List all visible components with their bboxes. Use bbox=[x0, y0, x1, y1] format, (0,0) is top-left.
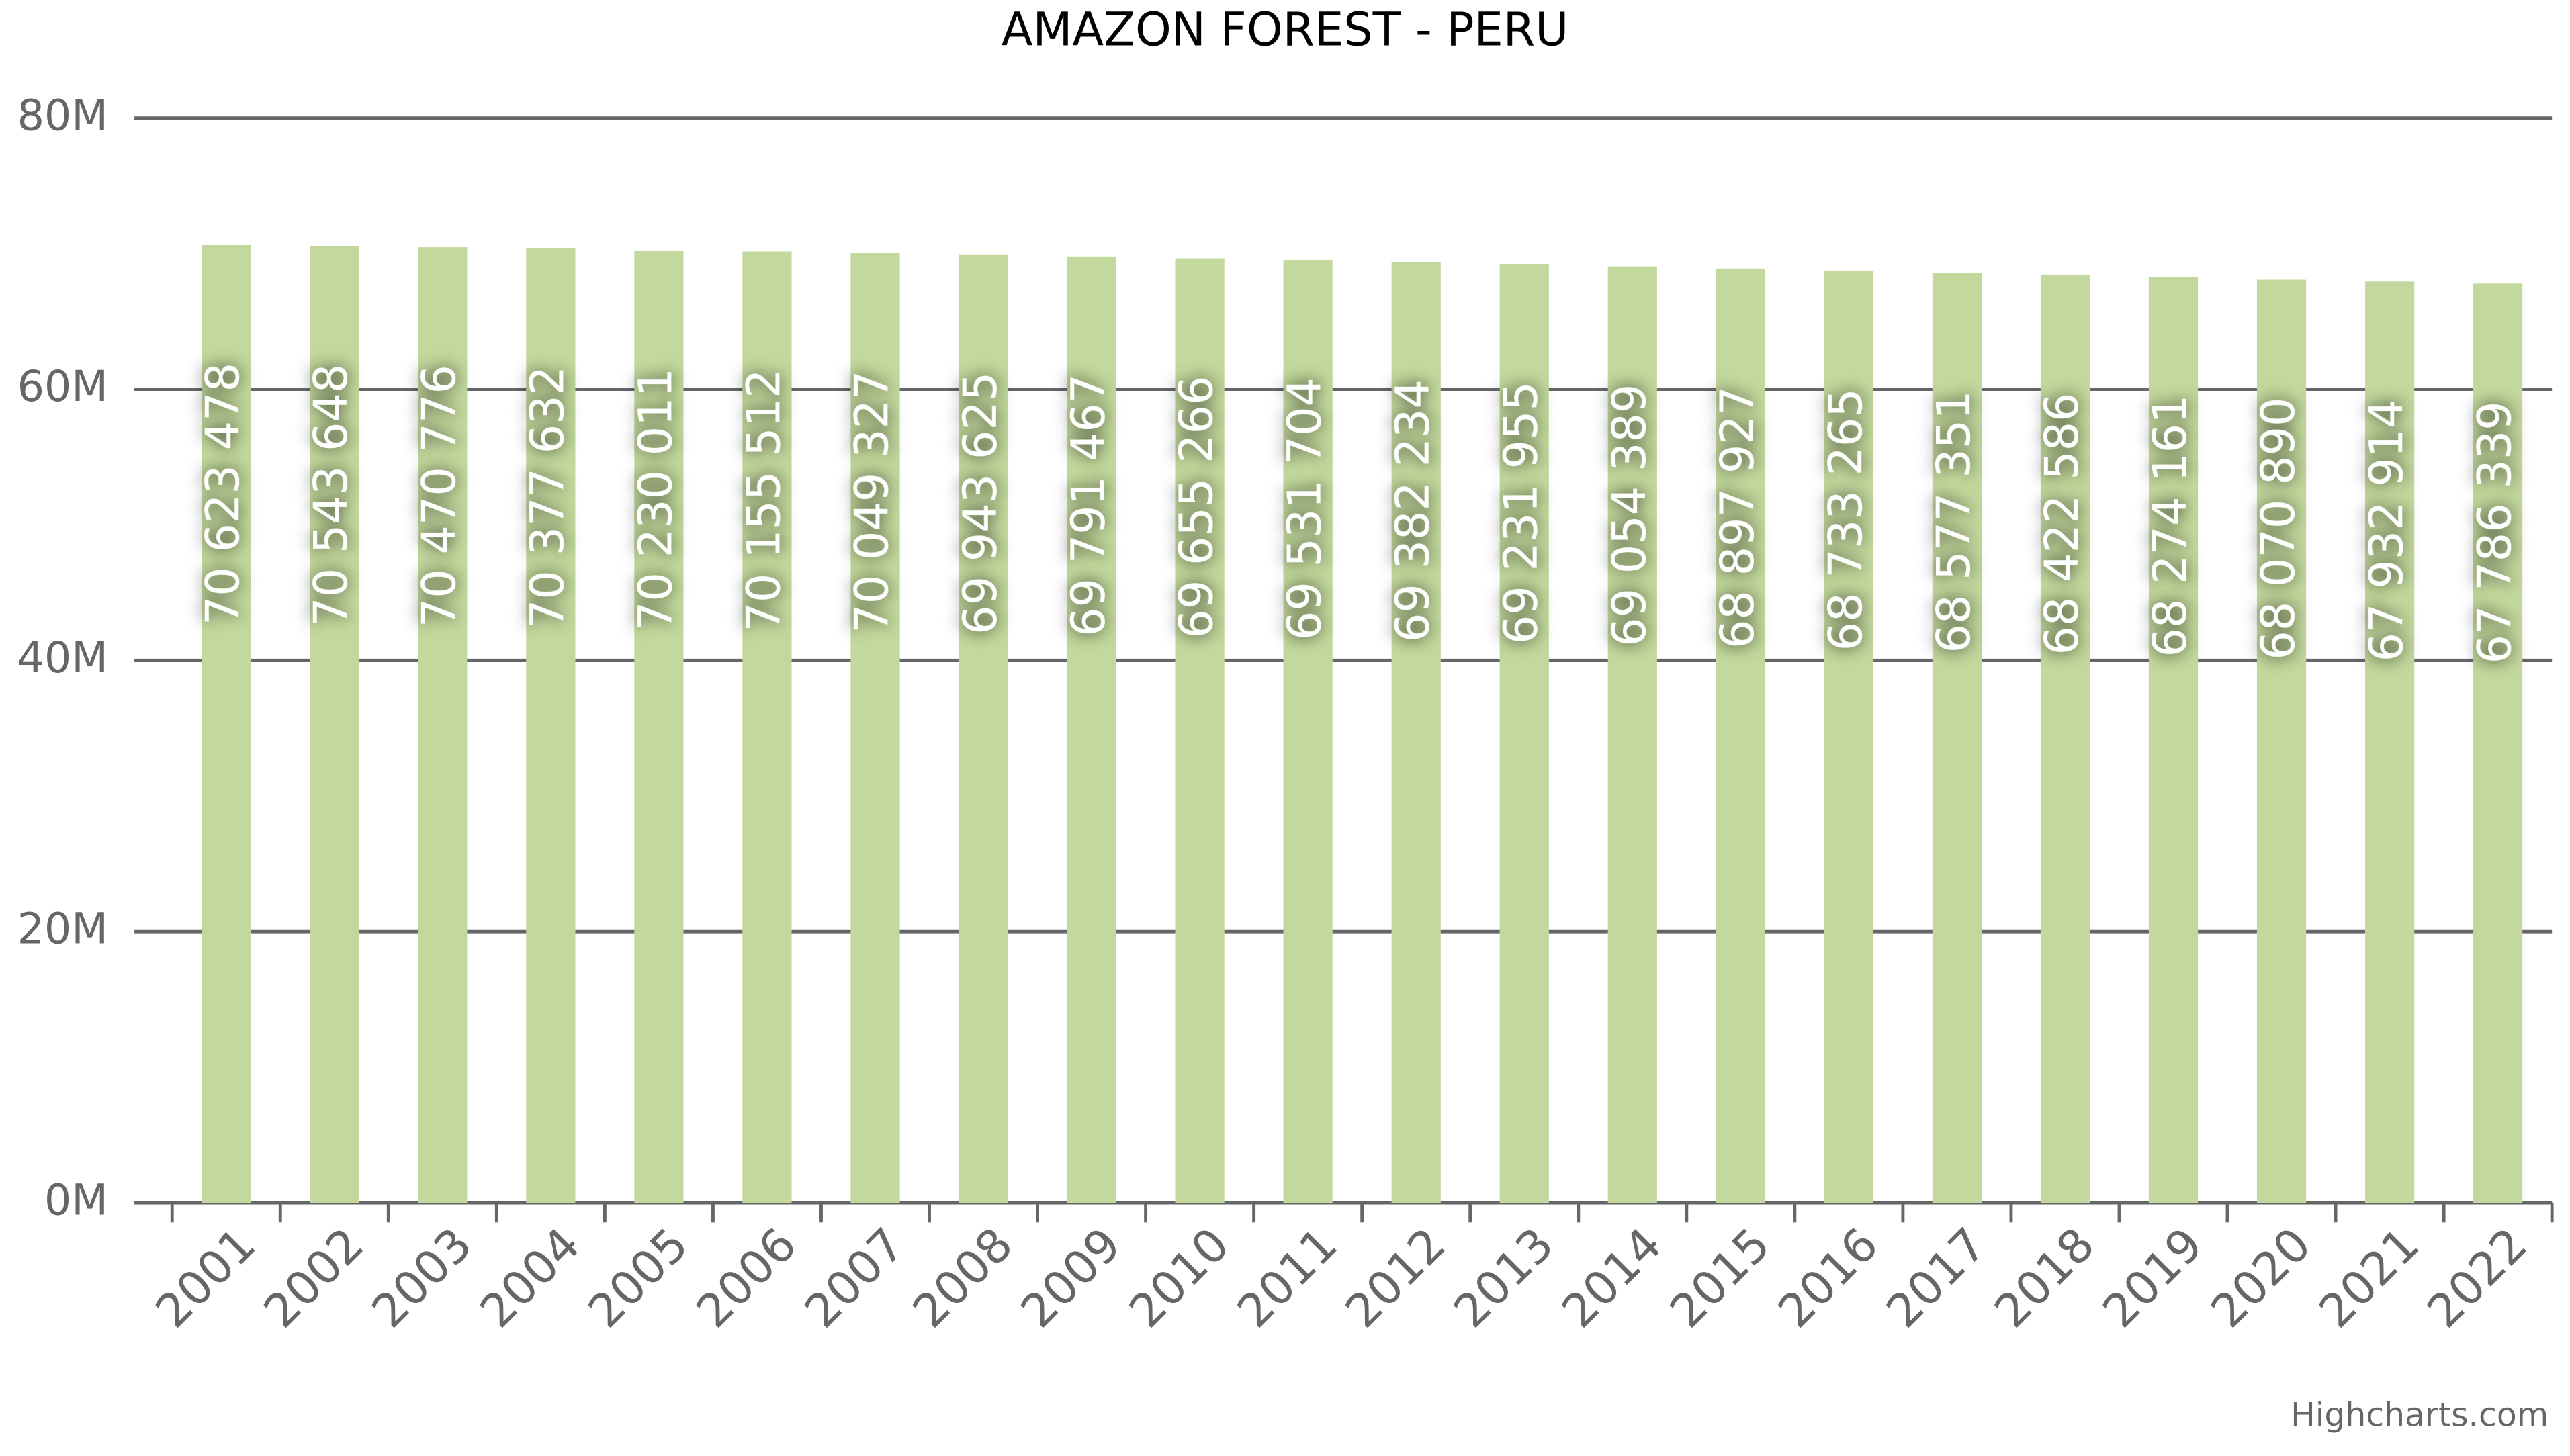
credits: Highcharts.com bbox=[2291, 1396, 2549, 1435]
x-tick-label: 2008 bbox=[903, 1218, 1024, 1338]
bar bbox=[1824, 271, 1873, 1203]
data-label: 67 786 339 bbox=[2469, 401, 2522, 664]
x-tick-label: 2010 bbox=[1120, 1218, 1240, 1338]
data-label: 68 897 927 bbox=[1712, 386, 1765, 649]
y-tick-label: 20M bbox=[17, 904, 108, 954]
bar bbox=[310, 246, 359, 1203]
data-label: 70 623 478 bbox=[197, 363, 250, 625]
x-tick-label: 2014 bbox=[1552, 1218, 1673, 1338]
chart-title: AMAZON FOREST - PERU bbox=[1002, 3, 1568, 56]
y-tick-label: 60M bbox=[17, 361, 108, 411]
x-tick-label: 2018 bbox=[1985, 1218, 2105, 1338]
x-tick-label: 2003 bbox=[362, 1218, 482, 1338]
bar bbox=[1716, 268, 1765, 1203]
bar bbox=[2148, 277, 2199, 1203]
x-tick-label: 2017 bbox=[1877, 1218, 1997, 1338]
data-label: 69 054 389 bbox=[1603, 384, 1656, 647]
y-tick-label: 0M bbox=[44, 1175, 108, 1225]
x-tick-label: 2001 bbox=[146, 1218, 266, 1338]
data-label: 68 422 586 bbox=[2036, 392, 2089, 655]
x-tick-label: 2007 bbox=[795, 1218, 915, 1338]
bar bbox=[1175, 258, 1225, 1203]
bar bbox=[1067, 256, 1116, 1203]
x-tick-label: 2019 bbox=[2093, 1218, 2213, 1338]
data-label: 68 274 161 bbox=[2144, 394, 2197, 657]
x-tick-label: 2009 bbox=[1012, 1218, 1132, 1338]
bar bbox=[2473, 283, 2523, 1203]
data-label: 70 377 632 bbox=[521, 366, 574, 629]
x-tick-label: 2013 bbox=[1444, 1218, 1564, 1338]
data-label: 69 943 625 bbox=[955, 372, 1008, 635]
data-label: 69 382 234 bbox=[1387, 379, 1440, 642]
data-label: 67 932 914 bbox=[2360, 399, 2413, 662]
x-tick-label: 2021 bbox=[2309, 1218, 2430, 1338]
data-label: 70 230 011 bbox=[629, 368, 682, 631]
bar bbox=[526, 248, 576, 1203]
x-tick-label: 2002 bbox=[254, 1218, 374, 1338]
bar bbox=[634, 250, 684, 1203]
bar bbox=[1607, 266, 1657, 1203]
bar bbox=[2040, 275, 2090, 1203]
data-label: 70 470 776 bbox=[413, 365, 466, 627]
bar bbox=[742, 251, 792, 1203]
x-tick-label: 2015 bbox=[1660, 1218, 1781, 1338]
bar bbox=[1391, 262, 1441, 1203]
bar bbox=[2364, 281, 2415, 1203]
data-label: 70 543 648 bbox=[305, 364, 358, 627]
data-label: 69 531 704 bbox=[1279, 377, 1332, 640]
x-tick-label: 2012 bbox=[1336, 1218, 1456, 1338]
bar bbox=[2256, 279, 2307, 1203]
bar bbox=[1932, 273, 1982, 1203]
bar bbox=[959, 254, 1008, 1203]
x-tick-label: 2011 bbox=[1228, 1218, 1348, 1338]
data-label: 70 049 327 bbox=[846, 371, 899, 633]
data-label: 69 655 266 bbox=[1171, 376, 1224, 639]
x-tick-label: 2020 bbox=[2201, 1218, 2321, 1338]
data-label: 68 070 890 bbox=[2252, 398, 2305, 660]
x-tick-label: 2006 bbox=[686, 1218, 807, 1338]
bar bbox=[850, 253, 900, 1203]
data-label: 68 577 351 bbox=[1928, 390, 1981, 653]
bar bbox=[202, 245, 251, 1203]
bar bbox=[1499, 264, 1549, 1203]
x-tick-label: 2004 bbox=[470, 1218, 590, 1338]
x-tick-label: 2022 bbox=[2418, 1218, 2538, 1338]
x-tick-label: 2005 bbox=[578, 1218, 699, 1338]
y-tick-label: 80M bbox=[17, 90, 108, 140]
bar bbox=[1283, 260, 1333, 1203]
bar bbox=[418, 247, 468, 1203]
data-label: 70 155 512 bbox=[738, 369, 791, 631]
y-tick-label: 40M bbox=[17, 633, 108, 682]
x-tick-label: 2016 bbox=[1769, 1218, 1889, 1338]
data-label: 68 733 265 bbox=[1820, 388, 1873, 651]
data-label: 69 231 955 bbox=[1495, 381, 1548, 644]
data-label: 69 791 467 bbox=[1063, 374, 1116, 637]
